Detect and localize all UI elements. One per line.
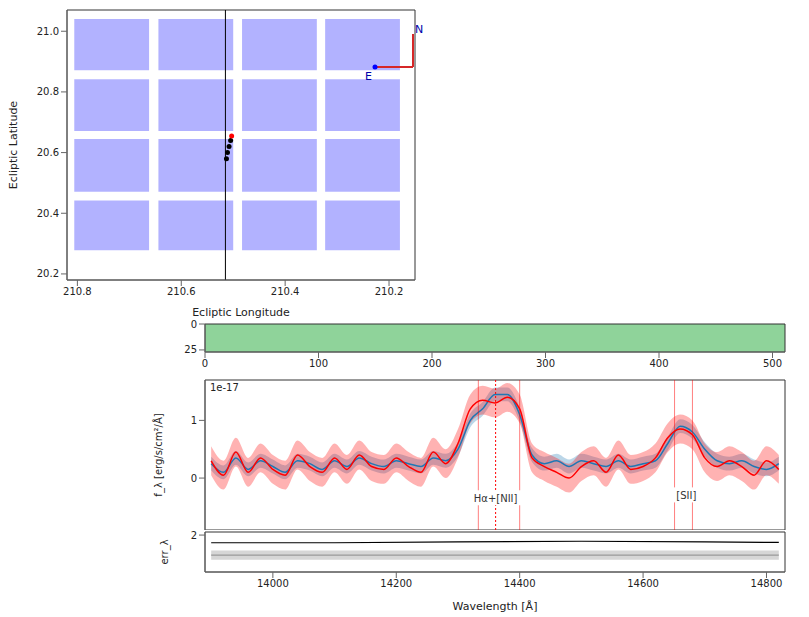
svg-text:500: 500 (763, 358, 782, 369)
svg-text:100: 100 (309, 358, 328, 369)
svg-text:400: 400 (649, 358, 668, 369)
svg-text:E: E (365, 70, 372, 82)
svg-text:25: 25 (184, 344, 197, 355)
svg-text:14800: 14800 (751, 578, 783, 589)
svg-text:14400: 14400 (504, 578, 536, 589)
svg-text:Ecliptic Longitude: Ecliptic Longitude (192, 306, 290, 318)
svg-text:0: 0 (202, 358, 208, 369)
svg-text:210.2: 210.2 (375, 286, 404, 297)
svg-text:20.2: 20.2 (37, 268, 59, 279)
svg-text:14600: 14600 (627, 578, 659, 589)
html-text:1e-17: 1e-17 (210, 382, 239, 393)
svg-text:[SII]: [SII] (676, 490, 696, 501)
svg-text:N: N (415, 23, 423, 36)
svg-text:20.4: 20.4 (37, 208, 59, 219)
svg-text:1: 1 (191, 415, 197, 426)
svg-text:200: 200 (422, 358, 441, 369)
svg-text:2: 2 (191, 530, 197, 541)
svg-text:210.6: 210.6 (167, 286, 196, 297)
svg-text:err_λ: err_λ (159, 539, 171, 564)
svg-text:14200: 14200 (380, 578, 412, 589)
svg-text:0: 0 (191, 473, 197, 484)
svg-text:300: 300 (536, 358, 555, 369)
svg-text:210.8: 210.8 (63, 286, 92, 297)
svg-text:14000: 14000 (257, 578, 289, 589)
svg-text:21.0: 21.0 (37, 26, 59, 37)
svg-text:Ecliptic Latitude: Ecliptic Latitude (7, 101, 20, 190)
svg-text:f_λ [erg/s/cm²/Å]: f_λ [erg/s/cm²/Å] (152, 413, 165, 496)
svg-text:0: 0 (191, 320, 197, 330)
svg-text:Hα+[NII]: Hα+[NII] (474, 493, 518, 504)
svg-text:20.8: 20.8 (37, 86, 59, 97)
svg-text:Wavelength [Å]: Wavelength [Å] (453, 600, 538, 613)
svg-text:210.4: 210.4 (271, 286, 300, 297)
svg-text:20.6: 20.6 (37, 147, 59, 158)
